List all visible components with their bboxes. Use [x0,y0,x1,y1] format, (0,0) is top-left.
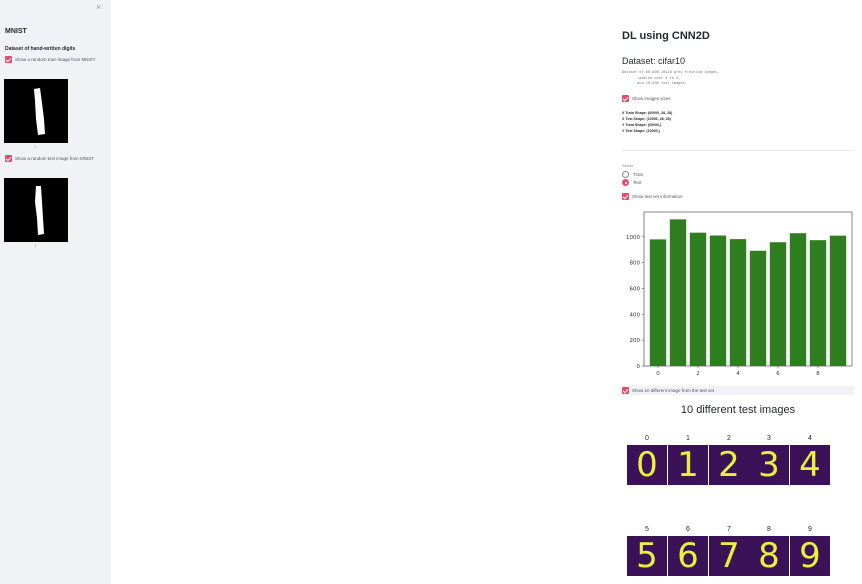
ten-images-title: 10 different test images [680,404,796,416]
sidebar-title: MNIST [5,28,27,35]
digit-tile-8: 8 [749,536,789,576]
checkbox-checked-icon [622,387,629,394]
radio-selected-icon [622,179,629,186]
show-test-info-checkbox[interactable]: Show test set information [622,193,683,200]
test-image-checkbox-label: Show a random test image from MNIST [15,156,95,161]
y-test-shape: Y Test Shape: (10000,) [622,129,660,133]
tile-label-0: 0 [645,435,649,442]
y-tick-label: 1000 [626,235,640,241]
bar-3 [709,235,727,366]
bar-9 [829,235,847,366]
label-distribution-chart: 0 200 400 600 800 1000 0 2 4 6 8 [626,211,853,377]
bar-2 [689,232,707,366]
show-test-info-label: Show test set information [632,194,683,199]
bar-1 [669,219,687,366]
bar-7 [789,233,807,366]
tile-label-4: 4 [808,435,812,442]
bar-5 [749,250,767,366]
y-tick-label: 400 [630,312,641,318]
y-tick-label: 800 [630,261,641,267]
tile-label-8: 8 [767,526,771,533]
sidebar-subtitle: Dataset of hand-written digits [5,46,76,52]
checkbox-checked-icon [622,193,629,200]
x-tick-label: 2 [696,371,700,377]
test-image-caption: 1 [34,243,37,248]
close-icon[interactable]: × [96,2,102,12]
digit-glyph: 9 [799,536,821,576]
radio-test[interactable]: Test [622,179,641,186]
tile-label-3: 3 [767,435,771,442]
digit-glyph: 0 [636,445,658,485]
bar-4 [729,239,747,366]
digit-glyph: 6 [677,536,699,576]
digit-glyph: 3 [758,445,780,485]
y-tick-label: 200 [630,338,641,344]
digit-glyph: 4 [799,445,821,485]
radio-test-label: Test [633,180,642,185]
digit-tile-1: 1 [668,445,708,485]
digit-glyph: 2 [718,445,740,485]
divider [622,150,854,151]
bar-6 [769,242,787,366]
tile-label-7: 7 [727,526,731,533]
digit-tile-2: 2 [709,445,749,485]
radio-train-label: Train [633,172,644,177]
chart-frame [643,211,853,367]
tile-label-9: 9 [808,526,812,533]
x-tick-label: 0 [656,371,660,377]
digit-glyph: 7 [718,536,740,576]
digit-glyph: 8 [758,536,780,576]
digit-tile-9: 9 [790,536,830,576]
x-tick-label: 8 [816,371,820,377]
test-image-checkbox[interactable]: Show a random test image from MNIST [5,155,105,162]
digit-tile-7: 7 [709,536,749,576]
digit-tile-5: 5 [627,536,667,576]
x-tick-label: 6 [776,371,780,377]
test-digit-image [4,178,68,242]
y-tick-label: 0 [637,364,641,370]
checkbox-checked-icon [5,155,12,162]
train-image-caption: 1 [34,144,37,149]
digit-tile-3: 3 [749,445,789,485]
y-train-shape: Y Train Shape: (60000,) [622,123,662,127]
digit-tile-0: 0 [627,445,667,485]
radio-unselected-icon [622,171,629,178]
digit-tile-6: 6 [668,536,708,576]
tile-label-5: 5 [645,526,649,533]
radio-train[interactable]: Train [622,171,643,178]
dataset-description: Dataset of 60,000 28x28 grey training im… [622,70,720,85]
checkbox-checked-icon [622,95,629,102]
tile-label-2: 2 [727,435,731,442]
tile-label-1: 1 [686,435,690,442]
show-sizes-checkbox[interactable]: Show images sizes [622,95,671,102]
x-test-shape: X Test Shape: (10000, 28, 28) [622,117,671,121]
page-title: DL using CNN2D [622,30,710,42]
checkbox-checked-icon [5,56,12,63]
sidebar: × MNIST Dataset of hand-written digits S… [0,0,111,584]
digit-glyph: 5 [636,536,658,576]
tile-label-6: 6 [686,526,690,533]
radio-group-label: Select [622,163,634,168]
digit-glyph: 1 [677,445,699,485]
train-image-checkbox-label: Show a random train image from MNIST [15,57,96,62]
digit-tile-4: 4 [790,445,830,485]
x-tick-label: 4 [736,371,740,377]
show-10-images-label: Show 10 different image from the test se… [632,388,714,393]
dataset-heading: Dataset: cifar10 [622,56,686,66]
show-sizes-label: Show images sizes [632,96,671,101]
train-digit-image [4,79,68,143]
show-10-row-bg [620,386,854,395]
train-image-checkbox[interactable]: Show a random train image from MNIST [5,56,105,63]
show-10-images-checkbox[interactable]: Show 10 different image from the test se… [622,387,714,394]
bar-8 [809,240,827,366]
y-tick-label: 600 [630,286,641,292]
x-train-shape: X Train Shape: (60000, 28, 28) [622,111,673,115]
bar-0 [649,239,667,366]
